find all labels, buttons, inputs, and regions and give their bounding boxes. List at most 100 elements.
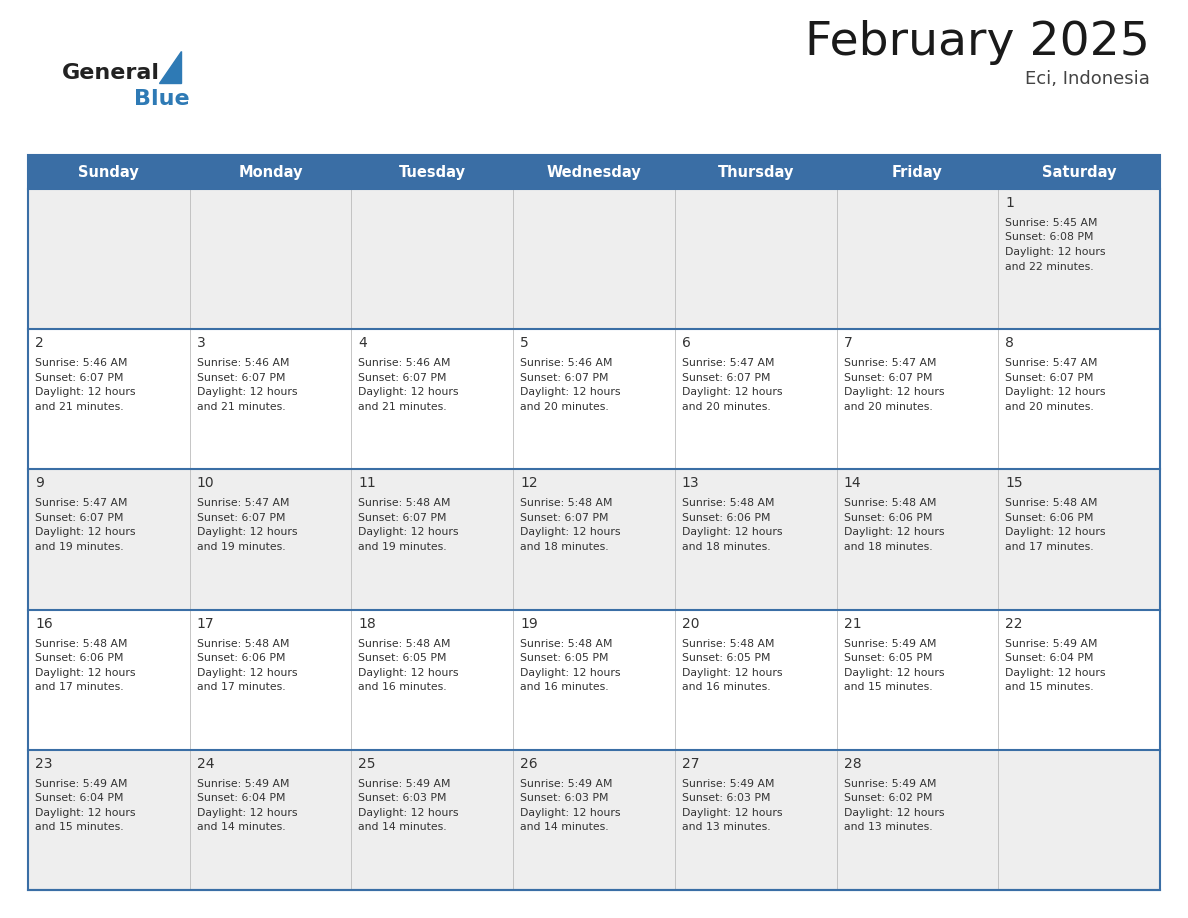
Text: Sunset: 6:07 PM: Sunset: 6:07 PM xyxy=(1005,373,1094,383)
Text: Sunset: 6:05 PM: Sunset: 6:05 PM xyxy=(682,653,770,663)
Text: 8: 8 xyxy=(1005,336,1015,350)
Text: Daylight: 12 hours: Daylight: 12 hours xyxy=(34,528,135,537)
Text: Sunset: 6:07 PM: Sunset: 6:07 PM xyxy=(359,373,447,383)
Text: 26: 26 xyxy=(520,756,538,771)
Text: 14: 14 xyxy=(843,476,861,490)
Text: 18: 18 xyxy=(359,617,377,631)
Text: Monday: Monday xyxy=(239,164,303,180)
Text: 7: 7 xyxy=(843,336,852,350)
Text: 24: 24 xyxy=(197,756,214,771)
Text: Sunset: 6:05 PM: Sunset: 6:05 PM xyxy=(843,653,933,663)
Text: Sunrise: 5:48 AM: Sunrise: 5:48 AM xyxy=(520,639,613,649)
Text: Sunrise: 5:48 AM: Sunrise: 5:48 AM xyxy=(1005,498,1098,509)
Text: and 14 minutes.: and 14 minutes. xyxy=(520,823,608,833)
Text: Sunrise: 5:48 AM: Sunrise: 5:48 AM xyxy=(359,639,451,649)
Text: Daylight: 12 hours: Daylight: 12 hours xyxy=(843,387,944,397)
Bar xyxy=(29,155,1159,890)
Text: 28: 28 xyxy=(843,756,861,771)
Text: 27: 27 xyxy=(682,756,700,771)
Text: Sunset: 6:04 PM: Sunset: 6:04 PM xyxy=(34,793,124,803)
Text: and 18 minutes.: and 18 minutes. xyxy=(520,542,608,552)
Bar xyxy=(29,189,1159,330)
Text: Saturday: Saturday xyxy=(1042,164,1117,180)
Text: 2: 2 xyxy=(34,336,44,350)
Text: Daylight: 12 hours: Daylight: 12 hours xyxy=(520,528,620,537)
Text: Daylight: 12 hours: Daylight: 12 hours xyxy=(682,387,783,397)
Text: and 20 minutes.: and 20 minutes. xyxy=(682,402,771,411)
Text: 15: 15 xyxy=(1005,476,1023,490)
Text: Sunrise: 5:49 AM: Sunrise: 5:49 AM xyxy=(197,778,289,789)
Text: Friday: Friday xyxy=(892,164,943,180)
Text: and 16 minutes.: and 16 minutes. xyxy=(520,682,608,692)
Text: 10: 10 xyxy=(197,476,214,490)
Text: Sunrise: 5:49 AM: Sunrise: 5:49 AM xyxy=(1005,639,1098,649)
Bar xyxy=(29,750,1159,890)
Text: Sunrise: 5:46 AM: Sunrise: 5:46 AM xyxy=(197,358,289,368)
Text: and 20 minutes.: and 20 minutes. xyxy=(520,402,609,411)
Text: Daylight: 12 hours: Daylight: 12 hours xyxy=(197,808,297,818)
Text: and 18 minutes.: and 18 minutes. xyxy=(682,542,771,552)
Text: and 15 minutes.: and 15 minutes. xyxy=(843,682,933,692)
Text: and 16 minutes.: and 16 minutes. xyxy=(682,682,771,692)
Bar xyxy=(29,155,1159,189)
Text: Daylight: 12 hours: Daylight: 12 hours xyxy=(34,667,135,677)
Text: Daylight: 12 hours: Daylight: 12 hours xyxy=(682,528,783,537)
Text: Sunset: 6:04 PM: Sunset: 6:04 PM xyxy=(197,793,285,803)
Text: 1: 1 xyxy=(1005,196,1015,210)
Text: 22: 22 xyxy=(1005,617,1023,631)
Text: Sunrise: 5:46 AM: Sunrise: 5:46 AM xyxy=(359,358,451,368)
Text: Daylight: 12 hours: Daylight: 12 hours xyxy=(1005,387,1106,397)
Text: Sunrise: 5:47 AM: Sunrise: 5:47 AM xyxy=(34,498,127,509)
Text: Sunset: 6:08 PM: Sunset: 6:08 PM xyxy=(1005,232,1094,242)
Text: 19: 19 xyxy=(520,617,538,631)
Text: and 14 minutes.: and 14 minutes. xyxy=(359,823,447,833)
Text: and 19 minutes.: and 19 minutes. xyxy=(197,542,285,552)
Text: 17: 17 xyxy=(197,617,214,631)
Text: Sunrise: 5:49 AM: Sunrise: 5:49 AM xyxy=(843,639,936,649)
Text: 4: 4 xyxy=(359,336,367,350)
Text: and 20 minutes.: and 20 minutes. xyxy=(1005,402,1094,411)
Text: Sunrise: 5:47 AM: Sunrise: 5:47 AM xyxy=(682,358,775,368)
Text: Daylight: 12 hours: Daylight: 12 hours xyxy=(682,808,783,818)
Text: 13: 13 xyxy=(682,476,700,490)
Bar xyxy=(29,610,1159,750)
Text: Sunset: 6:06 PM: Sunset: 6:06 PM xyxy=(682,513,770,523)
Text: 25: 25 xyxy=(359,756,375,771)
Text: Sunset: 6:04 PM: Sunset: 6:04 PM xyxy=(1005,653,1094,663)
Text: Sunset: 6:06 PM: Sunset: 6:06 PM xyxy=(197,653,285,663)
Text: Daylight: 12 hours: Daylight: 12 hours xyxy=(359,528,459,537)
Text: Tuesday: Tuesday xyxy=(399,164,466,180)
Text: Sunset: 6:06 PM: Sunset: 6:06 PM xyxy=(1005,513,1094,523)
Text: Sunset: 6:07 PM: Sunset: 6:07 PM xyxy=(682,373,770,383)
Text: Sunrise: 5:47 AM: Sunrise: 5:47 AM xyxy=(197,498,289,509)
Text: Daylight: 12 hours: Daylight: 12 hours xyxy=(359,387,459,397)
Text: Sunrise: 5:48 AM: Sunrise: 5:48 AM xyxy=(843,498,936,509)
Text: and 17 minutes.: and 17 minutes. xyxy=(1005,542,1094,552)
Text: and 13 minutes.: and 13 minutes. xyxy=(682,823,771,833)
Text: 9: 9 xyxy=(34,476,44,490)
Text: Sunset: 6:05 PM: Sunset: 6:05 PM xyxy=(359,653,447,663)
Text: Sunrise: 5:49 AM: Sunrise: 5:49 AM xyxy=(682,778,775,789)
Text: Sunday: Sunday xyxy=(78,164,139,180)
Text: Sunrise: 5:45 AM: Sunrise: 5:45 AM xyxy=(1005,218,1098,228)
Text: 20: 20 xyxy=(682,617,700,631)
Text: Daylight: 12 hours: Daylight: 12 hours xyxy=(843,667,944,677)
Text: Thursday: Thursday xyxy=(718,164,794,180)
Text: and 19 minutes.: and 19 minutes. xyxy=(34,542,124,552)
Text: Sunset: 6:05 PM: Sunset: 6:05 PM xyxy=(520,653,608,663)
Text: Sunrise: 5:49 AM: Sunrise: 5:49 AM xyxy=(843,778,936,789)
Text: and 21 minutes.: and 21 minutes. xyxy=(34,402,124,411)
Text: Sunset: 6:06 PM: Sunset: 6:06 PM xyxy=(34,653,124,663)
Text: Daylight: 12 hours: Daylight: 12 hours xyxy=(359,808,459,818)
Text: Daylight: 12 hours: Daylight: 12 hours xyxy=(197,528,297,537)
Text: and 17 minutes.: and 17 minutes. xyxy=(197,682,285,692)
Text: 6: 6 xyxy=(682,336,690,350)
Text: and 17 minutes.: and 17 minutes. xyxy=(34,682,124,692)
Text: Sunrise: 5:48 AM: Sunrise: 5:48 AM xyxy=(34,639,127,649)
Text: Sunset: 6:02 PM: Sunset: 6:02 PM xyxy=(843,793,933,803)
Text: Daylight: 12 hours: Daylight: 12 hours xyxy=(197,387,297,397)
Text: Blue: Blue xyxy=(134,89,190,109)
Text: and 20 minutes.: and 20 minutes. xyxy=(843,402,933,411)
Text: Wednesday: Wednesday xyxy=(546,164,642,180)
Text: Sunrise: 5:48 AM: Sunrise: 5:48 AM xyxy=(682,639,775,649)
